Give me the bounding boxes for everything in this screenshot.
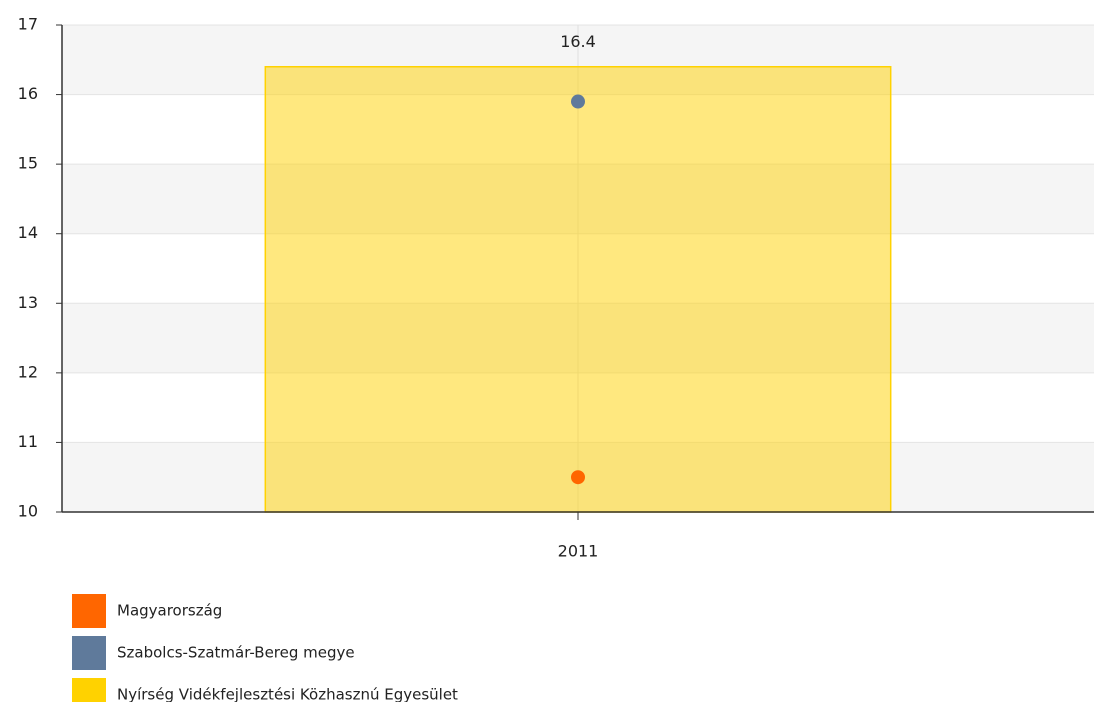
legend-swatch xyxy=(72,594,106,628)
x-tick-label: 2011 xyxy=(558,542,599,561)
y-tick-label: 11 xyxy=(18,432,38,451)
legend-swatch xyxy=(72,678,106,706)
legend-swatch xyxy=(72,636,106,670)
legend-label: Szabolcs-Szatmár-Bereg megye xyxy=(117,644,355,662)
point xyxy=(571,94,585,109)
y-tick-label: 16 xyxy=(18,84,38,103)
y-tick-label: 14 xyxy=(18,223,38,242)
legend-label: Nyírség Vidékfejlesztési Közhasznú Egyes… xyxy=(117,686,458,703)
y-tick-label: 15 xyxy=(18,154,38,173)
point xyxy=(571,470,585,485)
y-tick-label: 12 xyxy=(18,362,38,381)
y-tick-label: 10 xyxy=(18,502,38,521)
bar xyxy=(264,65,892,513)
data-label: 16.4 xyxy=(560,32,596,51)
y-tick-label: 17 xyxy=(18,15,38,34)
legend-label: Magyarország xyxy=(117,602,222,620)
y-tick-label: 13 xyxy=(18,293,38,312)
